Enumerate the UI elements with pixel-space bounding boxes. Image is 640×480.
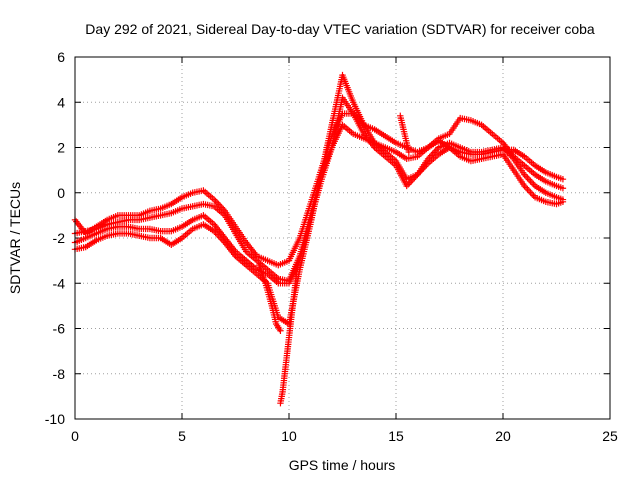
data-point (559, 198, 567, 205)
y-tick-label: 2 (57, 140, 65, 156)
y-tick-label: -4 (53, 275, 66, 291)
series-excursion-2 (277, 261, 301, 407)
data-point (527, 189, 534, 196)
data-point (213, 199, 221, 206)
data-point (528, 179, 536, 186)
y-tick-label: 0 (57, 185, 65, 201)
series-excursion-3 (397, 112, 413, 156)
data-point (522, 184, 530, 191)
y-tick-label: -6 (53, 321, 66, 337)
data-point (559, 185, 567, 192)
series-track-4 (71, 71, 567, 328)
x-tick-label: 15 (388, 428, 404, 444)
x-tick-label: 0 (71, 428, 79, 444)
data-point (294, 261, 301, 269)
x-tick-label: 10 (281, 428, 297, 444)
data-point (522, 173, 530, 180)
data-point (559, 175, 567, 183)
tick-layer: 0 5 10 15 20 25 -10 -8 -6 -4 -2 0 2 4 6 (45, 49, 618, 444)
y-tick-label: -2 (53, 230, 66, 246)
chart-title: Day 292 of 2021, Sidereal Day-to-day VTE… (85, 21, 595, 37)
data-point (524, 185, 531, 193)
data-point (527, 177, 534, 185)
data-point (525, 176, 533, 183)
plot-frame (74, 56, 611, 420)
data-point (212, 197, 219, 205)
y-tick-label: -10 (45, 411, 65, 427)
data-point (524, 174, 531, 182)
y-tick-label: -8 (53, 366, 66, 382)
x-tick-label: 20 (495, 428, 511, 444)
data-point (406, 179, 413, 186)
data-point (405, 148, 413, 156)
y-tick-label: 6 (57, 49, 65, 65)
data-point (528, 190, 536, 198)
data-layer (71, 71, 567, 407)
series-excursion-1 (255, 261, 284, 334)
y-tick-label: 4 (57, 94, 65, 110)
y-axis-label: SDTVAR / TECUs (7, 182, 23, 294)
x-tick-label: 25 (602, 428, 618, 444)
data-point (277, 327, 284, 334)
series-track-2 (71, 114, 567, 285)
x-axis-label: GPS time / hours (289, 457, 396, 473)
data-point (220, 237, 227, 245)
x-tick-label: 5 (178, 428, 186, 444)
